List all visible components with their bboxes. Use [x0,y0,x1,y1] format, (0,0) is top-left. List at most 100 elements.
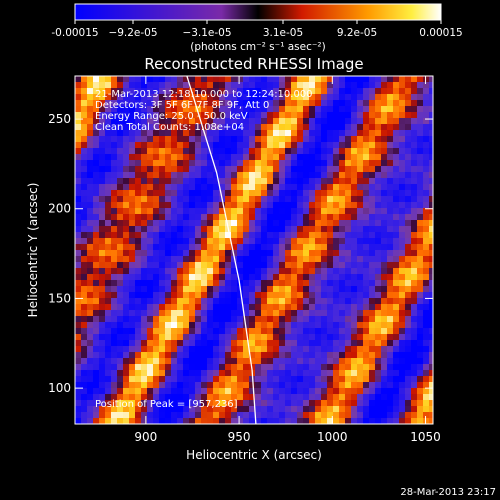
heatmap-cell [243,190,250,197]
heatmap-cell [291,358,298,365]
heatmap-cell [357,274,364,281]
heatmap-cell [201,388,208,395]
heatmap-cell [201,382,208,389]
heatmap-cell [177,346,184,353]
heatmap-cell [177,274,184,281]
heatmap-cell [327,160,334,167]
heatmap-cell [411,142,418,149]
heatmap-cell [303,400,310,407]
heatmap-cell [153,136,160,143]
heatmap-cell [99,400,106,407]
heatmap-cell [423,130,430,137]
heatmap-cell [75,364,82,371]
heatmap-cell [285,238,292,245]
heatmap-cell [237,334,244,341]
heatmap-cell [381,364,388,371]
heatmap-cell [357,112,364,119]
heatmap-cell [267,262,274,269]
heatmap-cell [207,166,214,173]
heatmap-cell [321,166,328,173]
heatmap-cell [345,118,352,125]
heatmap-cell [81,190,88,197]
heatmap-cell [231,316,238,323]
heatmap-cell [429,244,433,251]
heatmap-cell [357,310,364,317]
heatmap-cell [165,220,172,227]
heatmap-cell [279,316,286,323]
heatmap-cell [87,412,94,419]
heatmap-cell [81,82,88,89]
heatmap-cell [123,136,130,143]
heatmap-cell [309,220,316,227]
heatmap-cell [171,340,178,347]
heatmap-cell [231,166,238,173]
heatmap-cell [423,88,430,95]
heatmap-cell [93,334,100,341]
heatmap-cell [129,88,136,95]
heatmap-cell [111,340,118,347]
heatmap-cell [117,358,124,365]
heatmap-cell [405,328,412,335]
heatmap-cell [213,298,220,305]
heatmap-cell [411,124,418,131]
heatmap-cell [309,412,316,419]
heatmap-cell [291,142,298,149]
heatmap-cell [417,130,424,137]
heatmap-cell [267,268,274,275]
heatmap-cell [405,136,412,143]
heatmap-cell [99,358,106,365]
heatmap-cell [177,406,184,413]
heatmap-cell [111,166,118,173]
heatmap-cell [411,238,418,245]
heatmap-cell [219,280,226,287]
heatmap-cell [123,178,130,185]
heatmap-cell [423,286,430,293]
heatmap-cell [345,184,352,191]
heatmap-cell [351,382,358,389]
heatmap-cell [261,418,268,424]
heatmap-cell [381,190,388,197]
heatmap-cell [429,130,433,137]
heatmap-cell [333,226,340,233]
heatmap-cell [243,184,250,191]
heatmap-cell [417,184,424,191]
heatmap-cell [87,220,94,227]
heatmap-cell [369,142,376,149]
heatmap-cell [315,412,322,419]
heatmap-cell [327,202,334,209]
heatmap-cell [387,292,394,299]
heatmap-cell [195,274,202,281]
heatmap-cell [135,88,142,95]
heatmap-cell [189,352,196,359]
heatmap-cell [201,196,208,203]
heatmap-cell [369,82,376,89]
heatmap-cell [303,214,310,221]
heatmap-cell [231,82,238,89]
heatmap-cell [315,112,322,119]
heatmap-cell [207,226,214,233]
heatmap-cell [93,298,100,305]
heatmap-cell [345,370,352,377]
heatmap-cell [117,172,124,179]
heatmap-cell [255,148,262,155]
heatmap-cell [135,124,142,131]
heatmap-cell [255,400,262,407]
heatmap-cell [303,112,310,119]
heatmap-cell [201,394,208,401]
heatmap-cell [387,94,394,101]
heatmap-cell [423,136,430,143]
heatmap-cell [411,382,418,389]
heatmap-cell [399,250,406,257]
heatmap-cell [141,244,148,251]
heatmap-cell [195,214,202,221]
heatmap-cell [165,130,172,137]
heatmap-cell [303,76,310,83]
heatmap-cell [303,100,310,107]
heatmap-cell [117,292,124,299]
heatmap-cell [279,136,286,143]
heatmap-cell [159,328,166,335]
heatmap-cell [81,280,88,287]
heatmap-cell [237,106,244,113]
heatmap-cell [309,370,316,377]
heatmap-cell [75,286,82,293]
